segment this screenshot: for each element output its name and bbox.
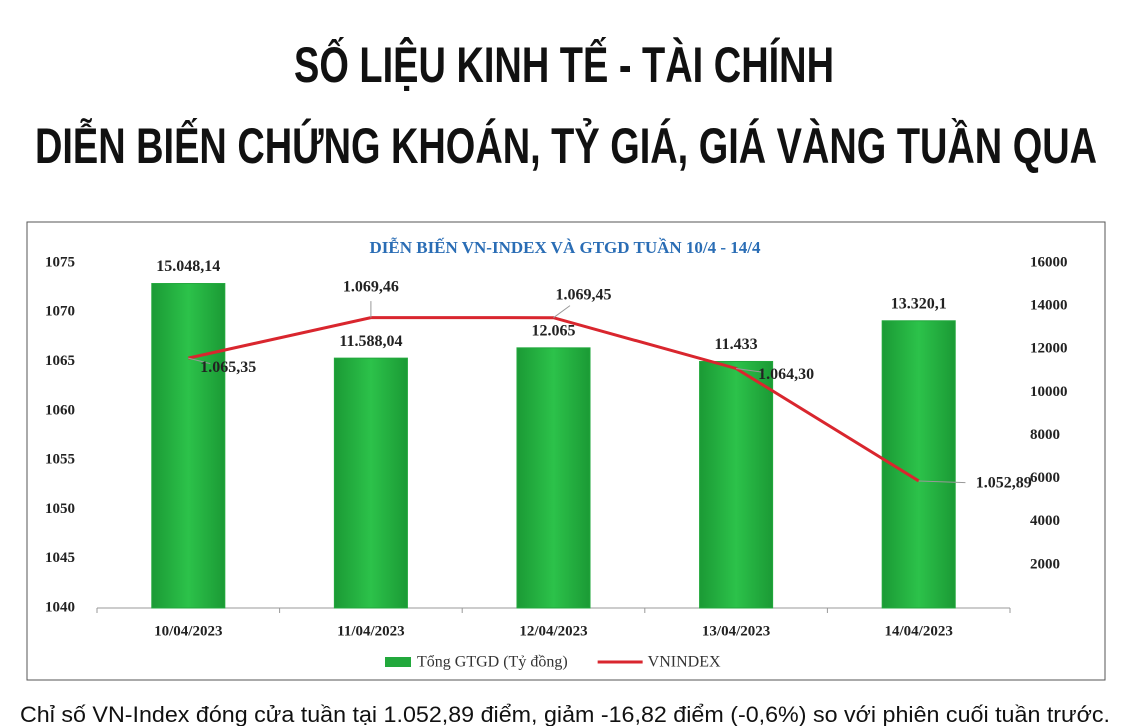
bar [151,283,226,609]
y2-tick-label: 8000 [1030,427,1060,443]
x-tick-label: 11/04/2023 [337,623,405,639]
line-value-label: 1.052,89 [976,475,1032,492]
plot: 1040 1045 1050 1055 1060 1065 1070 1075 2000 4000… [45,254,1068,670]
x-tick-label: 12/04/2023 [519,623,587,639]
y-tick-label: 1070 [45,304,75,320]
bar-value-label: 15.048,14 [156,258,220,275]
y2-tick-label: 2000 [1030,556,1060,572]
bar-value-label: 12.065 [532,323,576,340]
y-tick-label: 1055 [45,452,75,468]
y-tick-label: 1060 [45,402,75,418]
line-value-label: 1.069,45 [556,286,612,303]
y-tick-label: 1065 [45,353,75,369]
legend-label: VNINDEX [648,654,721,671]
y2-tick-label: 12000 [1030,341,1068,357]
bar-value-label: 13.320,1 [891,295,947,312]
x-tick-label: 14/04/2023 [885,623,953,639]
y2-tick-label: 14000 [1030,298,1068,314]
y-tick-label: 1050 [45,501,75,517]
legend-swatch [385,657,411,667]
caption: Chỉ số VN-Index đóng cửa tuần tại 1.052,… [20,702,1110,726]
y2-tick-label: 6000 [1030,470,1060,486]
header-title: DIỄN BIẾN CHỨNG KHOÁN, TỶ GIÁ, GIÁ VÀNG … [35,118,1097,174]
leader-line [736,367,764,373]
y-tick-label: 1045 [45,550,75,566]
bar-value-label: 11.588,04 [339,333,402,350]
x-tick-label: 13/04/2023 [702,623,770,639]
chart-title: DIỄN BIẾN VN-INDEX VÀ GTGD TUẦN 10/4 - 1… [369,238,761,257]
line-value-label: 1.064,30 [758,366,814,383]
x-tick-label: 10/04/2023 [154,623,222,639]
line-value-label: 1.065,35 [200,359,256,376]
bar [516,347,591,609]
y2-tick-label: 10000 [1030,384,1068,400]
bar [699,360,774,609]
leader-line [553,305,571,319]
leader-line [188,357,211,365]
y-tick-label: 1040 [45,599,75,615]
y-tick-label: 1075 [45,254,75,270]
line-value-label: 1.069,46 [343,278,399,295]
bar-value-label: 11.433 [715,336,758,353]
header-title: SỐ LIỆU KINH TẾ - TÀI CHÍNH [294,36,834,93]
y2-tick-label: 4000 [1030,513,1060,529]
legend-label: Tổng GTGD (Tỷ đồng) [417,654,568,671]
leader-line [918,480,966,484]
y2-tick-label: 16000 [1030,254,1068,270]
bar [333,357,408,609]
